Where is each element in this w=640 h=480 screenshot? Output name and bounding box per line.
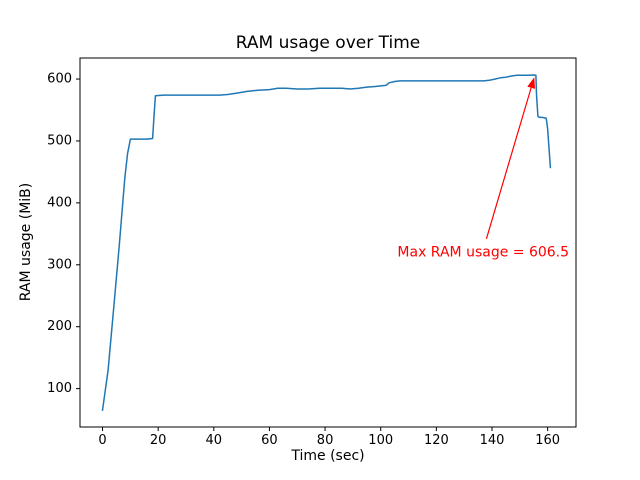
y-tick-label: 500 <box>47 133 72 148</box>
chart-title: RAM usage over Time <box>235 33 421 53</box>
x-tick-label: 120 <box>424 433 449 448</box>
x-tick-label: 160 <box>535 433 560 448</box>
axes-box <box>79 57 577 428</box>
x-tick-label: 40 <box>206 433 223 448</box>
x-axis-label: Time (sec) <box>291 448 365 464</box>
x-tick-label: 60 <box>261 433 278 448</box>
annotation-arrow-head <box>527 77 535 89</box>
y-tick-label: 200 <box>47 319 72 334</box>
x-tick-label: 80 <box>317 433 334 448</box>
y-tick-label: 600 <box>47 72 72 87</box>
x-tick-label: 140 <box>480 433 505 448</box>
annotation-arrow-line <box>485 87 532 239</box>
x-tick-label: 20 <box>150 433 167 448</box>
y-tick-label: 100 <box>47 381 72 396</box>
y-tick-label: 300 <box>47 257 72 272</box>
y-tick-label: 400 <box>47 195 72 210</box>
x-tick-label: 100 <box>368 433 393 448</box>
annotation-text: Max RAM usage = 606.5 <box>397 244 569 260</box>
ram-usage-line <box>101 74 552 412</box>
x-tick-label: 0 <box>98 433 106 448</box>
